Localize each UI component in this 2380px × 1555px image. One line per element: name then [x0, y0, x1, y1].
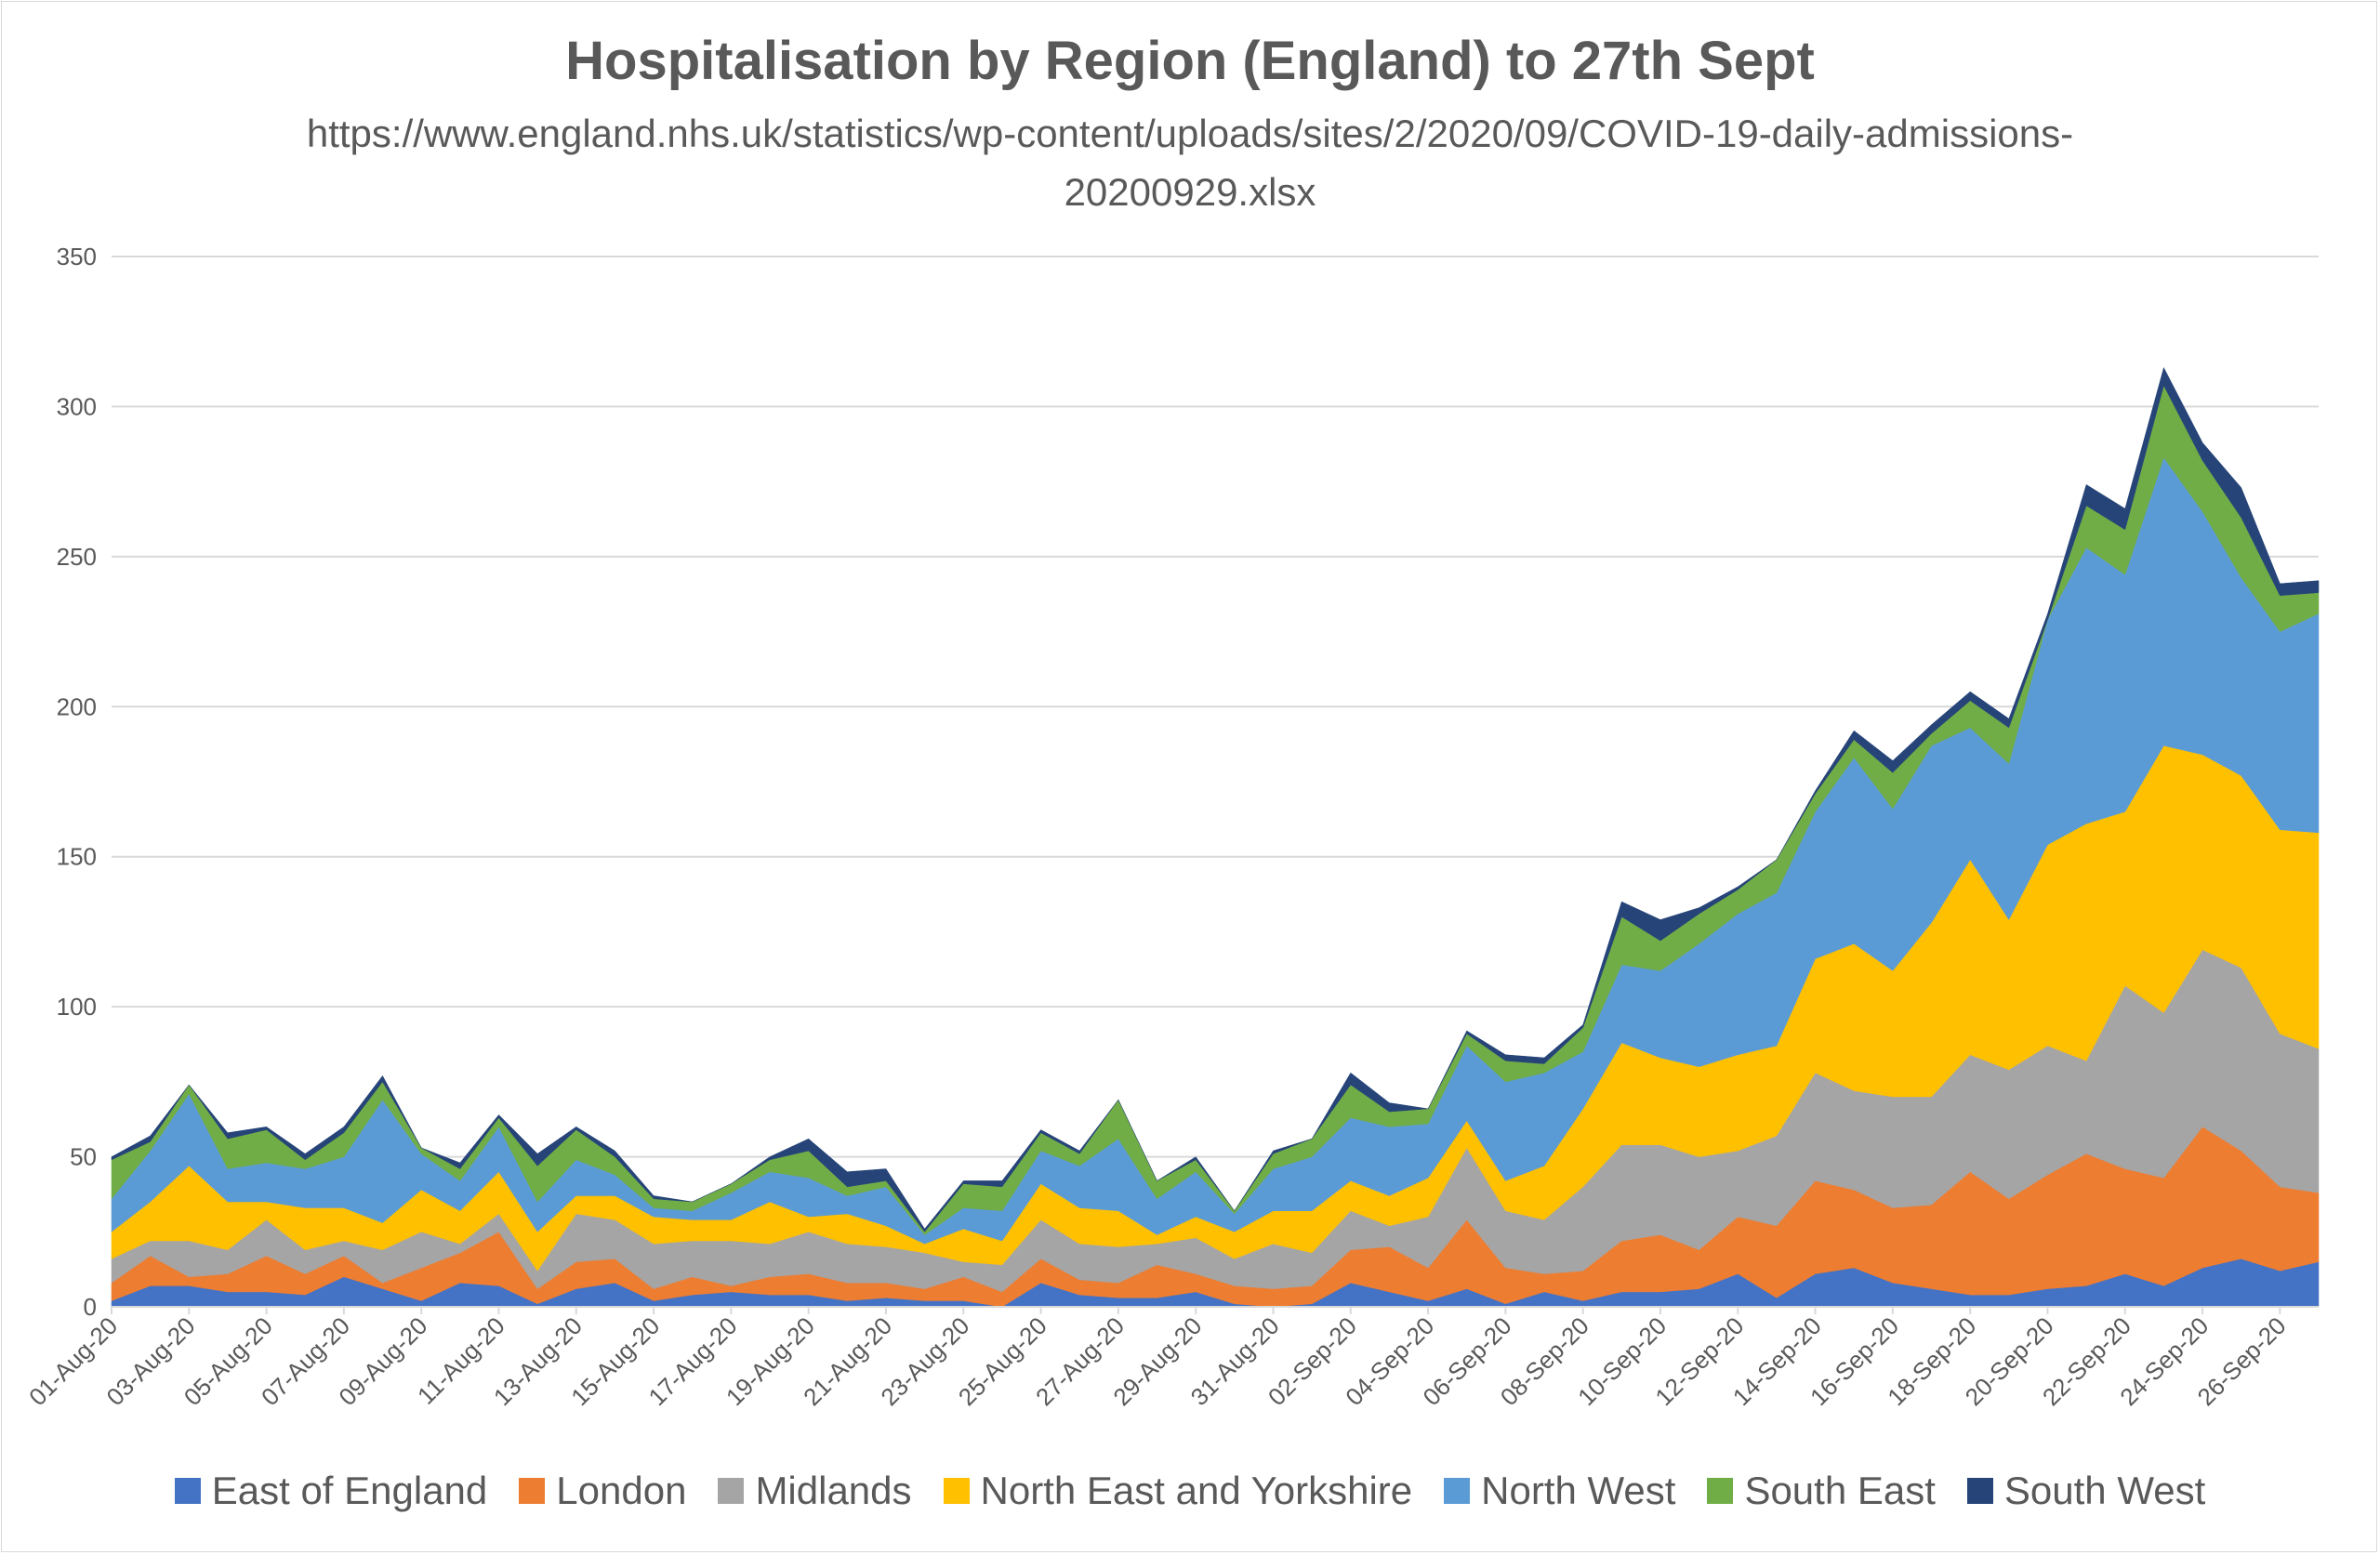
chart-title: Hospitalisation by Region (England) to 2… [565, 31, 1815, 91]
legend-swatch [174, 1478, 201, 1504]
y-tick-label: 250 [57, 543, 97, 571]
legend-swatch [519, 1478, 546, 1504]
legend-swatch [943, 1478, 970, 1504]
y-tick-label: 50 [70, 1143, 97, 1171]
y-tick-label: 100 [57, 993, 97, 1021]
legend-swatch [1707, 1478, 1734, 1504]
legend-item-south-east: South East [1707, 1469, 1936, 1513]
x-axis: 01-Aug-2003-Aug-2005-Aug-2007-Aug-2009-A… [23, 1306, 2319, 1411]
legend-label: Midlands [755, 1469, 912, 1512]
y-tick-label: 150 [57, 843, 97, 871]
y-tick-label: 350 [57, 243, 97, 270]
legend-item-midlands: Midlands [718, 1469, 912, 1513]
legend-label: London [556, 1469, 687, 1512]
y-tick-label: 200 [57, 692, 97, 720]
legend-swatch [1444, 1478, 1471, 1504]
legend-item-north-west: North West [1444, 1469, 1675, 1513]
legend-label: North West [1481, 1469, 1676, 1512]
legend-swatch [1966, 1478, 1993, 1504]
legend-swatch [718, 1478, 745, 1504]
legend-label: North East and Yorkshire [980, 1469, 1413, 1512]
chart-subtitle: https://www.england.nhs.uk/statistics/wp… [306, 112, 2074, 214]
legend-label: South West [2003, 1469, 2206, 1512]
area-south-west [111, 366, 2320, 1232]
legend-item-london: London [519, 1469, 686, 1513]
y-tick-label: 0 [84, 1293, 97, 1321]
legend-item-north-east-and-yorkshire: North East and Yorkshire [943, 1469, 1413, 1513]
legend-item-south-west: South West [1966, 1469, 2206, 1513]
legend: East of England London Midlands North Ea… [0, 1469, 2380, 1513]
legend-item-east-of-england: East of England [174, 1469, 488, 1513]
y-tick-label: 300 [57, 392, 97, 420]
series-areas [111, 366, 2320, 1308]
y-axis-ticks: 0 50 100 150 200 250 300 350 [57, 243, 97, 1321]
legend-label: South East [1744, 1469, 1936, 1512]
legend-label: East of England [211, 1469, 488, 1512]
